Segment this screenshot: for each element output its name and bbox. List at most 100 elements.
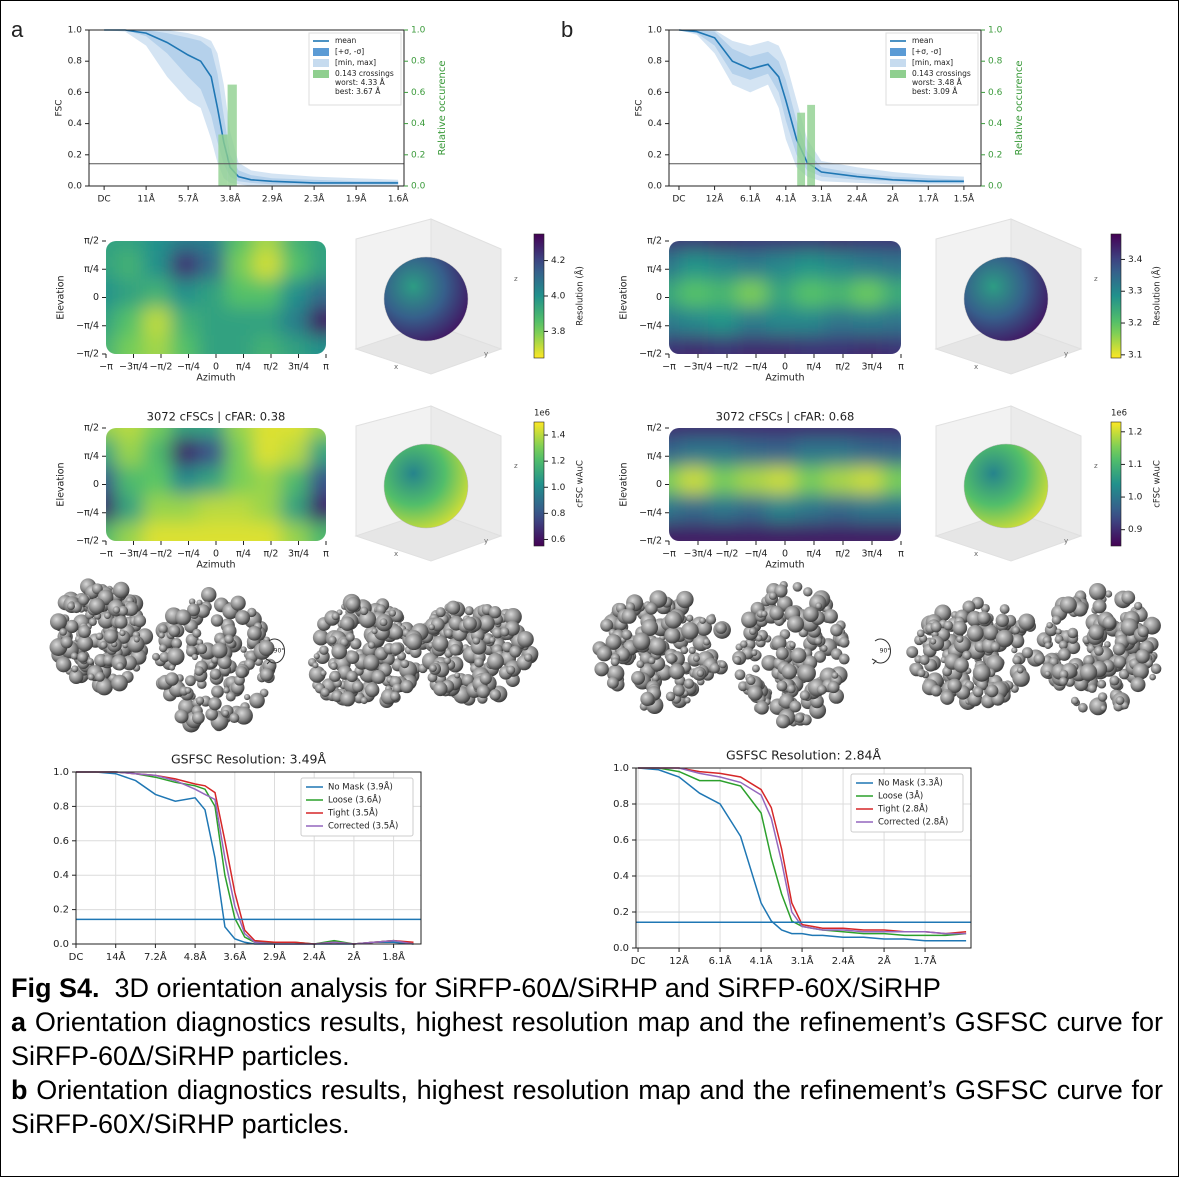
density-blob [748, 627, 757, 635]
x-tick-label: 7.2Å [144, 950, 167, 963]
density-blob [379, 618, 388, 627]
density-blob [699, 617, 706, 624]
legend-label: No Mask (3.9Å) [328, 781, 393, 793]
x-tick-label: 2.3Å [304, 193, 325, 205]
legend-swatch [313, 48, 329, 56]
density-blob [990, 641, 1001, 652]
density-blob [600, 618, 614, 632]
heatmap-cells [106, 428, 326, 541]
density-blob [775, 714, 791, 729]
density-blob [1115, 696, 1125, 705]
density-blob [476, 684, 491, 699]
sphere [383, 443, 469, 529]
item-text: Orientation diagnostics results, highest… [11, 1075, 1163, 1139]
density-blob [606, 676, 619, 689]
density-blob [77, 635, 94, 652]
density-blob [789, 700, 802, 713]
density-blob [1016, 666, 1024, 674]
density-blob [319, 645, 329, 655]
density-blob [815, 602, 823, 610]
density-blob [814, 636, 823, 645]
sphere [383, 256, 469, 342]
heatmap-cell [824, 522, 862, 541]
y-tick-label: −π/2 [76, 536, 99, 547]
density-blob [211, 656, 219, 664]
y-tick-label: 0.8 [648, 57, 663, 67]
y-tick-label: −π/2 [76, 349, 99, 360]
density-blob [405, 633, 423, 651]
density-blob [919, 654, 930, 665]
rotation-arrow-head [871, 658, 877, 665]
density-blob [640, 691, 655, 707]
density-blob [158, 643, 168, 653]
legend-swatch [890, 70, 906, 78]
y-tick-label: 0.2 [68, 150, 82, 160]
x-tick-label: 4.8Å [184, 950, 207, 963]
x-tick-label: −π [662, 362, 676, 373]
density-blob [345, 650, 360, 664]
x-tick-label: −π/2 [716, 362, 739, 373]
chart-title: 3072 cFSCs | cFAR: 0.68 [716, 410, 855, 424]
density-blob [208, 696, 222, 711]
density-blob [681, 622, 699, 640]
y-tick-label: 3.3 [1128, 287, 1142, 297]
density-blob [799, 690, 810, 701]
x-tick-label: −π [662, 549, 676, 560]
x-tick-label: 2.4Å [847, 193, 868, 205]
y-tick-label: 0.8 [411, 57, 426, 67]
chart-title: 3072 cFSCs | cFAR: 0.38 [147, 410, 286, 424]
density-blob [506, 665, 516, 675]
density-blob [684, 697, 691, 704]
density-blob [1018, 613, 1036, 631]
sphere-axis-label: y [484, 537, 488, 545]
density-blob [115, 662, 125, 671]
y-tick-label: −π/4 [639, 507, 662, 518]
y-tick-label: 0.4 [613, 871, 629, 882]
y-tick-label: 0 [656, 292, 662, 303]
heatmap-cell [824, 335, 862, 354]
legend-label: Corrected (3.5Å) [328, 820, 398, 832]
density-blob [258, 640, 275, 657]
density-blob [225, 691, 236, 702]
y-axis-label: FSC [635, 99, 645, 116]
y-tick-label: 0.8 [551, 509, 566, 519]
heatmap-cell [708, 335, 746, 354]
density-blob [719, 660, 727, 669]
density-blob [77, 652, 88, 663]
sphere-axis-label: z [1094, 275, 1098, 283]
density-blob [504, 608, 522, 626]
density-blob [432, 635, 449, 652]
y-tick-label: 0.4 [68, 119, 83, 129]
density-blob [349, 638, 362, 650]
density-blob [930, 638, 937, 645]
density-blob [789, 641, 796, 649]
x-tick-label: DC [69, 952, 84, 963]
density-blob [427, 672, 438, 683]
x-tick-label: 3.6Å [223, 950, 246, 963]
density-blob [464, 606, 474, 616]
density-blob [732, 655, 742, 665]
x-tick-label: π [323, 549, 329, 560]
density-blob [771, 635, 787, 651]
density-blob [1058, 669, 1069, 680]
colorbar [533, 421, 545, 547]
y-tick-label: 1.0 [551, 483, 566, 493]
bar [227, 84, 237, 186]
density-blob [1135, 649, 1150, 664]
density-blob [389, 642, 403, 655]
density-blob [362, 654, 380, 671]
y-tick-label: 0.4 [648, 119, 663, 129]
density-blob [243, 693, 251, 701]
y-tick-label: 1.0 [988, 26, 1003, 36]
density-blob [1109, 675, 1120, 686]
density-blob [77, 625, 91, 639]
density-blob [676, 590, 694, 609]
density-blob [487, 652, 504, 670]
density-blob [104, 612, 111, 620]
density-blob [400, 659, 410, 669]
density-blob [117, 605, 129, 616]
legend-swatch [313, 59, 329, 67]
legend-label: Tight (3.5Å) [327, 807, 378, 819]
axes-frame [668, 29, 982, 187]
density-blob [982, 624, 999, 641]
